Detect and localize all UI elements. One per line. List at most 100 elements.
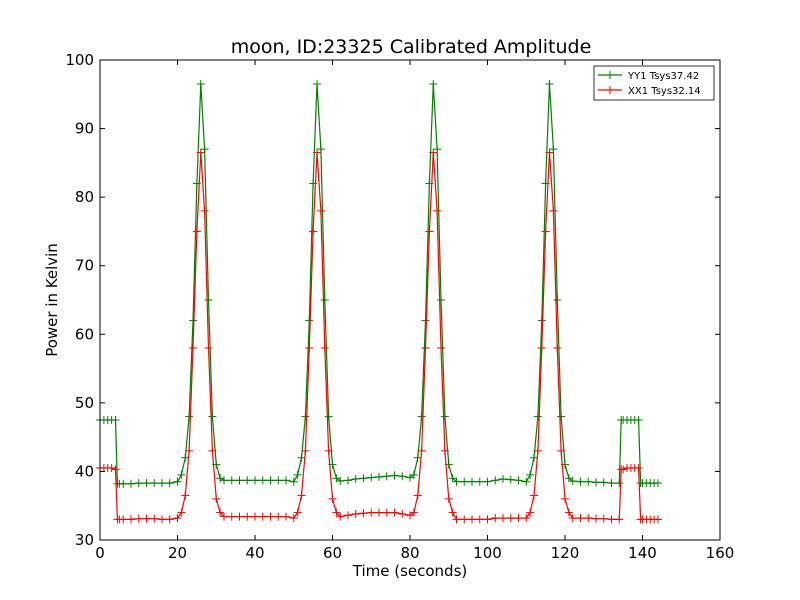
data-point: [475, 477, 484, 486]
data-point: [398, 509, 407, 518]
data-point: [491, 476, 500, 485]
data-point: [433, 206, 442, 215]
data-point: [654, 515, 662, 524]
x-tick-label: 100: [473, 544, 502, 562]
data-point: [553, 344, 562, 352]
data-point: [142, 514, 151, 523]
data-point: [258, 476, 267, 485]
data-point: [293, 508, 302, 517]
data-point: [142, 479, 151, 488]
data-point: [297, 491, 306, 500]
data-point: [545, 148, 554, 157]
y-tick-label: 70: [75, 257, 94, 275]
data-point: [530, 491, 538, 500]
data-point: [526, 470, 535, 479]
data-point: [173, 477, 182, 486]
data-point: [549, 206, 558, 215]
data-point: [324, 446, 333, 455]
data-point: [309, 227, 318, 236]
x-tick-label: 0: [95, 544, 105, 562]
data-point: [119, 479, 128, 488]
data-point: [599, 514, 608, 523]
y-tick-label: 40: [75, 462, 94, 480]
x-tick-label: 60: [323, 544, 342, 562]
data-point: [409, 508, 418, 517]
data-point: [305, 316, 314, 325]
data-point: [196, 80, 205, 88]
series-markers-0: [96, 80, 662, 488]
data-point: [359, 474, 368, 483]
data-point: [390, 471, 399, 480]
data-point: [615, 515, 624, 524]
data-point: [158, 515, 166, 524]
data-point: [328, 494, 337, 503]
data-point: [568, 514, 577, 523]
legend-label: YY1 Tsys37.42: [627, 71, 699, 82]
data-point: [514, 514, 523, 523]
data-point: [212, 494, 221, 503]
data-point: [541, 227, 550, 236]
data-point: [448, 508, 457, 517]
data-point: [522, 477, 531, 486]
data-point: [561, 494, 569, 503]
data-point: [440, 446, 449, 455]
data-point: [549, 145, 558, 154]
y-tick-label: 60: [75, 325, 94, 343]
y-axis-label: Power in Kelvin: [43, 243, 61, 357]
data-point: [313, 80, 321, 88]
data-point: [274, 476, 283, 485]
data-point: [367, 508, 376, 517]
data-point: [382, 508, 391, 517]
data-point: [320, 296, 329, 304]
y-tick-label: 100: [65, 51, 94, 69]
data-point: [592, 514, 600, 523]
data-point: [220, 512, 228, 521]
data-point: [460, 515, 469, 524]
data-point: [584, 477, 593, 486]
data-point: [526, 508, 535, 517]
data-point: [266, 476, 275, 485]
data-point: [332, 508, 341, 517]
data-point: [499, 514, 507, 523]
data-point: [367, 473, 376, 482]
data-point: [251, 512, 259, 521]
data-point: [619, 465, 628, 474]
data-point: [491, 514, 500, 523]
data-point: [444, 494, 453, 503]
data-point: [185, 446, 194, 455]
data-point: [522, 514, 531, 523]
data-point: [111, 416, 120, 424]
data-point: [200, 206, 209, 215]
data-point: [634, 464, 643, 472]
data-point: [452, 515, 461, 524]
data-point: [576, 477, 585, 486]
data-point: [185, 412, 194, 421]
x-tick-label: 120: [551, 544, 580, 562]
plot-area: [96, 80, 662, 524]
x-axis-label: Time (seconds): [352, 562, 468, 580]
data-point: [150, 479, 159, 488]
data-point: [177, 470, 186, 479]
data-point: [305, 344, 314, 352]
data-point: [607, 515, 616, 524]
data-point: [297, 453, 306, 462]
data-point: [390, 508, 399, 517]
data-point: [514, 476, 523, 485]
x-tick-label: 160: [706, 544, 735, 562]
data-point: [557, 412, 566, 421]
data-point: [568, 477, 577, 486]
data-point: [634, 416, 643, 424]
data-point: [437, 296, 445, 304]
data-point: [324, 412, 333, 421]
data-point: [243, 476, 252, 485]
data-point: [336, 512, 345, 521]
data-point: [607, 479, 616, 488]
data-point: [301, 412, 310, 421]
data-point: [258, 512, 267, 521]
data-point: [537, 316, 546, 325]
y-tick-label: 80: [75, 188, 94, 206]
data-point: [189, 316, 197, 325]
data-point: [316, 206, 325, 215]
data-point: [274, 512, 283, 521]
